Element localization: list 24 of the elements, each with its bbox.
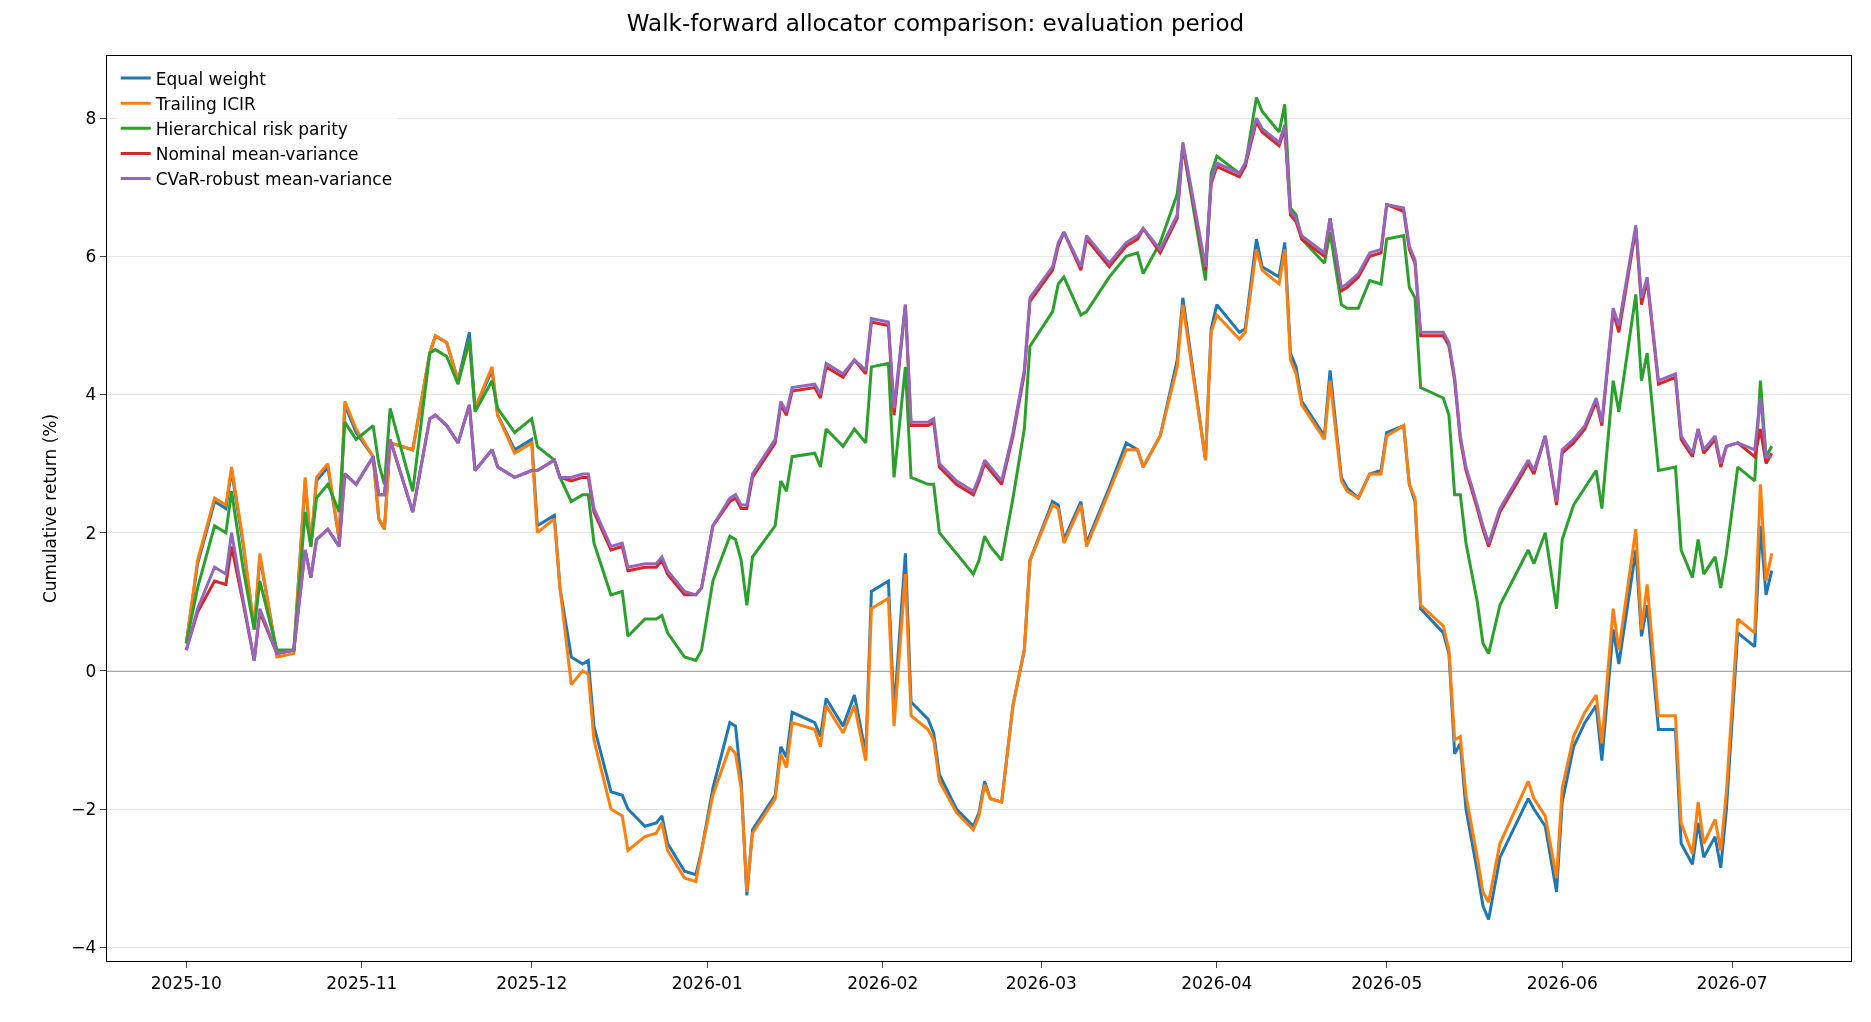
x-tick-label: 2025-11 xyxy=(326,972,398,993)
legend-label: Hierarchical risk parity xyxy=(155,118,348,139)
legend-label: Trailing ICIR xyxy=(154,93,257,114)
x-tick-label: 2025-12 xyxy=(496,972,568,993)
x-tick-label: 2026-06 xyxy=(1526,972,1598,993)
y-tick-label: 4 xyxy=(85,384,97,405)
x-tick-label: 2026-03 xyxy=(1005,972,1077,993)
legend-label: CVaR-robust mean-variance xyxy=(155,169,393,190)
y-tick-label: 2 xyxy=(85,522,97,543)
y-tick-label: 8 xyxy=(85,108,97,129)
y-axis-title: Cumulative return (%) xyxy=(39,413,60,604)
y-tick-label: 6 xyxy=(85,246,97,267)
y-tick-label: −2 xyxy=(71,798,97,819)
chart-title: Walk-forward allocator comparison: evaluation period xyxy=(626,10,1245,37)
legend-label: Equal weight xyxy=(155,68,267,89)
x-tick-label: 2026-02 xyxy=(847,972,919,993)
x-tick-label: 2026-01 xyxy=(671,972,743,993)
x-tick-label: 2026-07 xyxy=(1696,972,1768,993)
x-tick-label: 2026-04 xyxy=(1181,972,1253,993)
legend-label: Nominal mean-variance xyxy=(155,144,359,165)
y-tick-label: 0 xyxy=(85,660,97,681)
y-tick-label: −4 xyxy=(71,937,97,958)
x-tick-label: 2025-10 xyxy=(150,972,222,993)
x-tick-label: 2026-05 xyxy=(1351,972,1423,993)
